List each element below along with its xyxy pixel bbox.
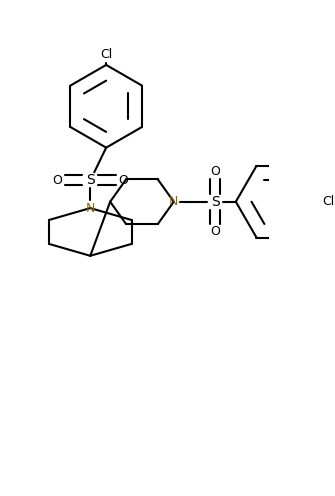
Text: N: N — [169, 195, 179, 208]
Text: N: N — [85, 201, 95, 215]
Text: Cl: Cl — [100, 48, 112, 61]
Text: S: S — [86, 173, 95, 187]
Text: S: S — [211, 195, 219, 209]
Text: O: O — [119, 174, 129, 187]
Text: O: O — [210, 165, 220, 178]
Text: O: O — [210, 226, 220, 239]
Text: O: O — [52, 174, 62, 187]
Text: Cl: Cl — [323, 195, 335, 208]
